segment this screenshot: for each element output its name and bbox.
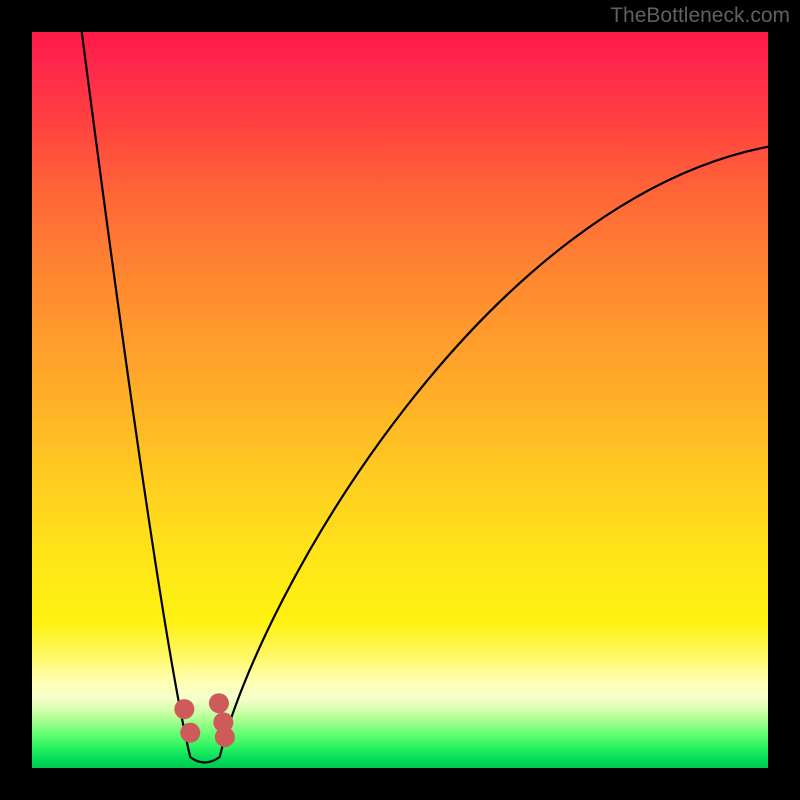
marker-point (215, 727, 235, 747)
marker-point (180, 723, 200, 743)
watermark-text: TheBottleneck.com (610, 4, 790, 28)
plot-gradient-background (32, 32, 768, 768)
marker-point (174, 699, 194, 719)
chart-stage: TheBottleneck.com (0, 0, 800, 800)
chart-svg (0, 0, 800, 800)
marker-point (209, 693, 229, 713)
